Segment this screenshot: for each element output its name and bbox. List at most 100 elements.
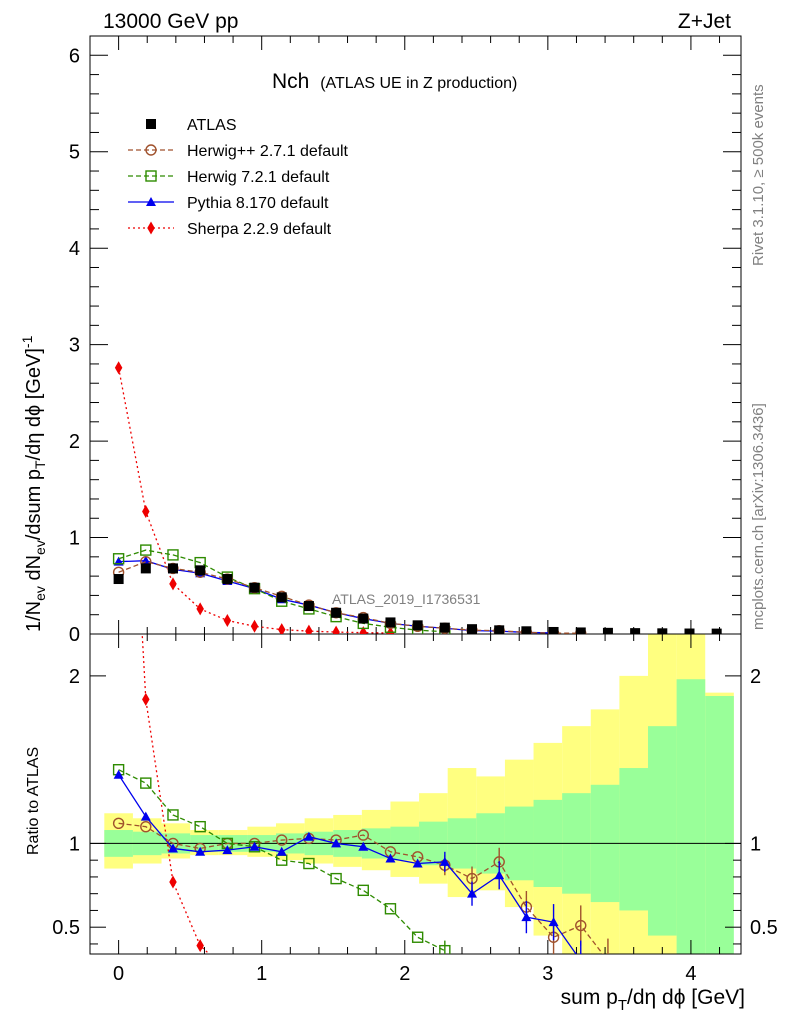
x-tick-label: 0 [113,963,124,985]
ratio-point [167,809,179,821]
legend-label: Pythia 8.170 default [187,195,329,212]
legend-marker [145,144,157,156]
y-tick-label-ratio: 1 [69,833,80,855]
data-point [167,563,178,574]
ratio-point [358,841,369,851]
ratio-point [439,856,450,866]
ratio-point [331,838,342,848]
y-tick-label-ratio-right: 2 [750,666,761,688]
ratio-line [118,769,446,952]
ratio-point [439,944,451,954]
ratio-point [167,843,178,853]
header-left: 13000 GeV pp [103,10,238,33]
data-point [114,361,123,375]
x-tick-label: 3 [542,963,553,985]
stat-band-bin [648,726,677,936]
x-tick-label: 2 [399,963,410,985]
y-tick-label-main: 0 [69,624,80,646]
y-tick-label-main: 5 [69,142,80,164]
ratio-point [412,858,423,868]
data-point [250,619,259,633]
data-point [223,613,232,627]
data-point [305,624,313,634]
ratio-point [115,200,123,213]
y-tick-label-ratio: 2 [69,666,80,688]
legend-label: Herwig 7.2.1 default [187,169,330,186]
x-axis-label: sum pT/dη dϕ [GeV] [561,986,745,1014]
y-tick-label-main: 3 [69,335,80,357]
ratio-line [118,774,577,954]
data-point [494,625,505,634]
main-series [112,361,722,634]
mcplots-label: mcplots.cern.ch [arXiv:1306.3436] [750,403,767,630]
ratio-point [576,956,586,965]
data-point [331,607,342,618]
data-point [657,628,668,634]
axis-tick-labels: 0 1 2 3 4 0 1 2 3 4 5 6 0.5 0.5 1 1 2 2 [52,45,778,985]
ratio-point [276,834,288,846]
ratio-line [118,822,604,954]
ratio-point [249,841,260,851]
data-point [602,627,613,634]
data-point [249,582,260,593]
ratio-point [357,829,369,841]
x-tick-label: 1 [256,963,267,985]
x-tick-label: 4 [685,963,696,985]
data-point [412,620,423,631]
data-point [711,628,722,634]
data-point [359,626,368,634]
data-point [684,628,695,634]
ratio-point [384,903,397,915]
legend-marker [146,119,156,129]
header-right: Z+Jet [678,10,731,33]
data-point [277,623,286,634]
ratio-point [113,769,124,779]
stat-band-bin [705,695,734,954]
legend-marker [145,170,157,182]
ratio-herwig-7-2-1-default [112,764,451,954]
stat-band-bin [676,679,706,954]
ratio-point [142,692,150,706]
data-point [467,624,478,634]
ratio-point [112,817,125,830]
ratio-point [140,777,152,789]
analysis-watermark: ATLAS_2019_I1736531 [332,591,481,607]
series-atlas [113,563,722,634]
ratio-point [195,846,206,856]
data-point [276,592,287,603]
data-point [575,627,586,634]
y-tick-label-main: 6 [69,45,80,67]
data-point [303,601,314,612]
data-point [169,577,177,591]
y-axis-label-main: 1/Nev dNev/dsum pT/dη dϕ [GeV]-1 [19,335,48,632]
ratio-point [303,857,315,870]
ratio-point [140,811,151,821]
ratio-point [575,919,587,932]
ratio-point [467,888,478,898]
data-point [196,602,204,616]
stat-band-bin [619,768,648,911]
ratio-point [385,853,396,863]
data-point [140,563,151,574]
y-tick-label-ratio-right: 0.5 [750,917,778,939]
ratio-series [112,200,609,977]
ratio-point [276,846,287,856]
plot-title-sub: (ATLAS UE in Z production) [320,75,517,92]
y-tick-label-main: 1 [69,528,80,550]
ratio-sherpa-2-2-9-default [115,200,232,977]
data-point [167,549,179,561]
y-tick-label-main: 2 [69,431,80,453]
ratio-point [224,964,232,977]
data-point [358,613,369,624]
data-point [439,622,450,633]
ratio-panel-frame [89,633,742,955]
data-point [385,617,396,628]
y-tick-label-ratio-right: 1 [750,833,761,855]
ratio-point [303,831,314,841]
ratio-point [548,917,559,927]
data-point [195,565,206,576]
ratio-point [357,884,369,897]
data-point [112,553,125,565]
series-line [118,549,445,633]
